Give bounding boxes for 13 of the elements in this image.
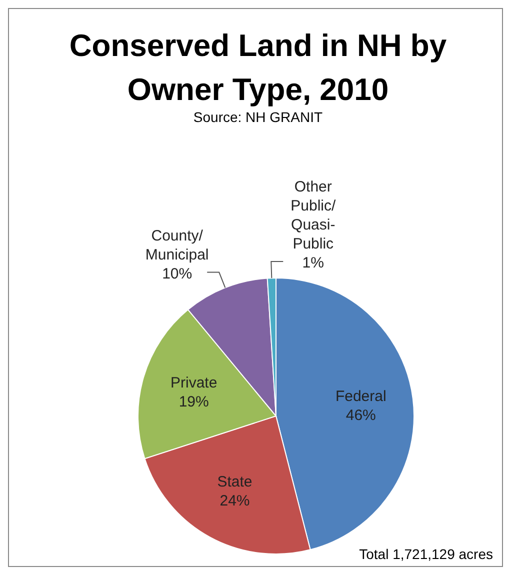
- data-label: 1%: [302, 254, 324, 272]
- chart-subtitle: Source: NH GRANIT: [193, 109, 324, 125]
- slice-label: County/Municipal: [145, 227, 209, 264]
- slice-label: Private: [170, 374, 218, 392]
- slice-label: Federal: [335, 388, 386, 405]
- slice-label: State: [217, 473, 252, 490]
- chart-title: Conserved Land in NH by Owner Type, 2010: [69, 28, 448, 107]
- slice-label: Other Public/Quasi-Public: [290, 178, 336, 253]
- data-label: 46%: [346, 406, 376, 424]
- text: Total 1,721,129 acres: [359, 546, 493, 562]
- data-label: 24%: [220, 492, 250, 510]
- data-label: 19%: [178, 394, 209, 411]
- data-label: 10%: [162, 265, 192, 282]
